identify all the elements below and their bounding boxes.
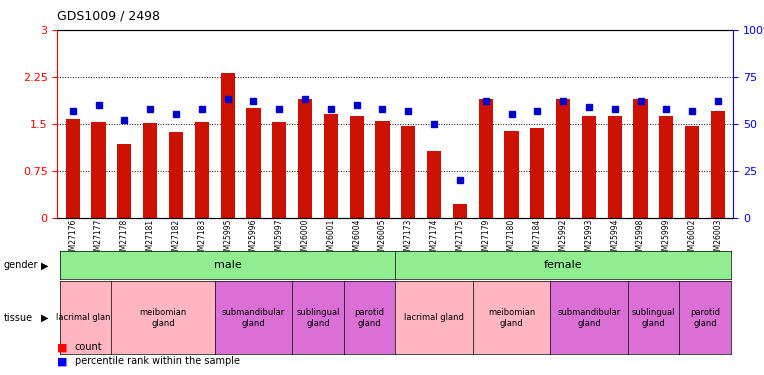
Text: meibomian
gland: meibomian gland — [488, 308, 535, 327]
Text: ■: ■ — [57, 342, 68, 352]
Text: count: count — [75, 342, 102, 352]
Text: female: female — [544, 260, 582, 270]
Bar — [582, 116, 596, 218]
Bar — [221, 72, 235, 217]
Text: submandibular
gland: submandibular gland — [222, 308, 285, 327]
Bar — [711, 111, 725, 218]
Text: lacrimal gland: lacrimal gland — [404, 314, 464, 322]
Bar — [504, 131, 519, 218]
Text: ■: ■ — [57, 356, 68, 366]
Bar — [633, 99, 648, 218]
Bar — [272, 122, 286, 218]
Bar — [169, 132, 183, 218]
Bar — [685, 126, 699, 218]
Text: parotid
gland: parotid gland — [354, 308, 384, 327]
Text: parotid
gland: parotid gland — [690, 308, 720, 327]
Text: GDS1009 / 2498: GDS1009 / 2498 — [57, 9, 160, 22]
Bar — [66, 119, 80, 218]
Text: male: male — [214, 260, 241, 270]
Text: sublingual
gland: sublingual gland — [632, 308, 675, 327]
Bar — [298, 99, 312, 218]
Text: ▶: ▶ — [40, 260, 48, 270]
Text: percentile rank within the sample: percentile rank within the sample — [75, 356, 240, 366]
Bar — [92, 122, 105, 218]
Bar — [401, 126, 416, 218]
Text: submandibular
gland: submandibular gland — [557, 308, 620, 327]
Text: gender: gender — [4, 260, 38, 270]
Bar — [427, 151, 441, 217]
Bar — [195, 122, 209, 218]
Bar — [478, 99, 493, 218]
Text: ▶: ▶ — [40, 313, 48, 323]
Bar — [530, 128, 545, 217]
Bar — [350, 116, 364, 218]
Text: meibomian
gland: meibomian gland — [140, 308, 186, 327]
Bar — [556, 99, 570, 218]
Bar — [453, 204, 467, 218]
Bar — [607, 116, 622, 218]
Bar — [118, 144, 131, 218]
Bar — [324, 114, 338, 218]
Bar — [246, 108, 261, 218]
Bar — [375, 121, 390, 218]
Text: tissue: tissue — [4, 313, 33, 323]
Text: sublingual
gland: sublingual gland — [296, 308, 340, 327]
Bar — [659, 116, 673, 218]
Text: lacrimal gland: lacrimal gland — [56, 314, 115, 322]
Bar — [143, 123, 157, 218]
